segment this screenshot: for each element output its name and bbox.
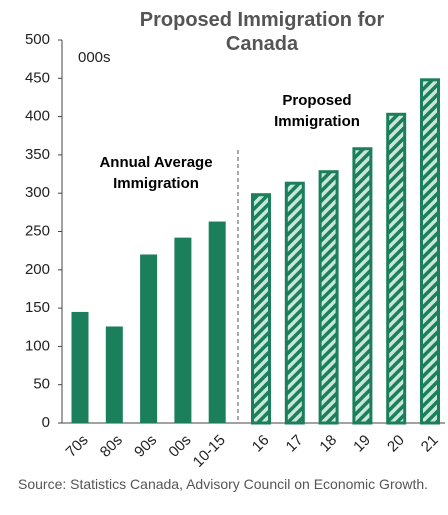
- x-tick-label: 80s: [97, 432, 126, 461]
- bar: [284, 181, 305, 425]
- bar: [318, 170, 339, 425]
- y-tick-label: 500: [25, 31, 50, 48]
- y-tick-label: 250: [25, 222, 50, 239]
- bar: [251, 193, 271, 425]
- x-tick-label: 16: [249, 432, 273, 456]
- bar: [105, 326, 123, 423]
- annotation: Annual Average Immigration: [99, 154, 213, 192]
- bar: [140, 254, 158, 423]
- chart-title: Proposed Immigration for Canada: [139, 9, 385, 55]
- x-tick-label: 21: [418, 432, 442, 456]
- bar: [352, 147, 373, 425]
- bar: [208, 221, 226, 423]
- bar: [71, 311, 89, 423]
- x-tick-label: 70s: [63, 432, 92, 461]
- x-tick-label: 00s: [165, 432, 194, 461]
- unit-label: 000s: [78, 49, 111, 66]
- x-tick-label: 17: [283, 432, 307, 456]
- y-tick-label: 50: [33, 376, 50, 393]
- x-tick-label: 20: [384, 432, 408, 456]
- y-tick-label: 100: [25, 337, 50, 354]
- x-tick-label: 18: [316, 432, 340, 456]
- annotation: Proposed Immigration: [274, 92, 360, 130]
- x-tick-label: 10-15: [190, 432, 229, 471]
- bar: [420, 78, 440, 425]
- y-tick-label: 400: [25, 108, 50, 125]
- y-tick-label: 200: [25, 261, 50, 278]
- source: Source: Statistics Canada, Advisory Coun…: [18, 476, 429, 492]
- y-tick-label: 0: [42, 414, 50, 431]
- bar: [174, 237, 192, 423]
- x-tick-label: 19: [350, 432, 374, 456]
- y-tick-label: 350: [25, 146, 50, 163]
- y-tick-label: 450: [25, 69, 50, 86]
- x-tick-label: 90s: [131, 432, 160, 461]
- bar: [386, 112, 407, 425]
- y-tick-label: 150: [25, 299, 50, 316]
- y-tick-label: 300: [25, 184, 50, 201]
